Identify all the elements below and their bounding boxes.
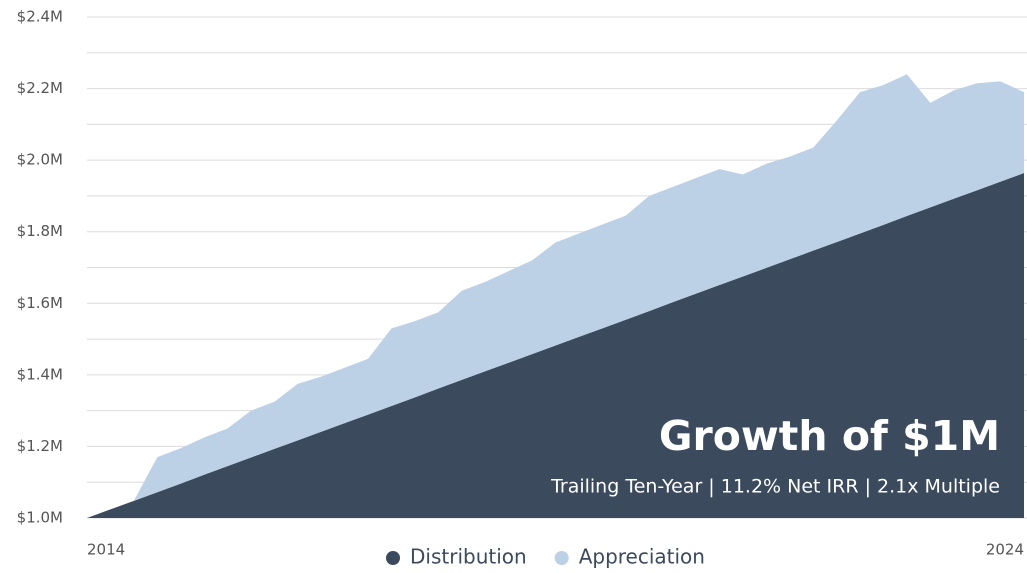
area [87,74,1024,518]
labels: $1.0M $1.2M $1.4M $1.6M $1.8M $2.0M $2.2M $2.4M… [17,8,1024,569]
x-tick-label: 2024 [986,541,1024,559]
chart-subtitle: Trailing Ten-Year | 11.2% Net IRR | 2.1x… [550,476,1000,498]
y-tick-label: $1.8M [17,222,63,240]
x-tick-label: 2014 [87,541,125,559]
legend-swatch [554,551,569,565]
legend-label: Distribution [410,545,527,569]
legend-label: Appreciation [579,545,705,569]
areas [87,74,1024,519]
y-tick-label: $1.2M [17,437,63,455]
y-tick-label: $2.0M [17,151,63,169]
y-tick-label: $2.2M [17,79,63,97]
y-tick-label: $2.4M [17,8,63,26]
y-tick-label: $1.6M [17,294,63,312]
y-tick-label: $1.4M [17,365,63,383]
chart-title: Growth of $1M [659,412,1000,460]
legend-swatch [386,551,400,565]
y-tick-label: $1.0M [17,509,63,527]
